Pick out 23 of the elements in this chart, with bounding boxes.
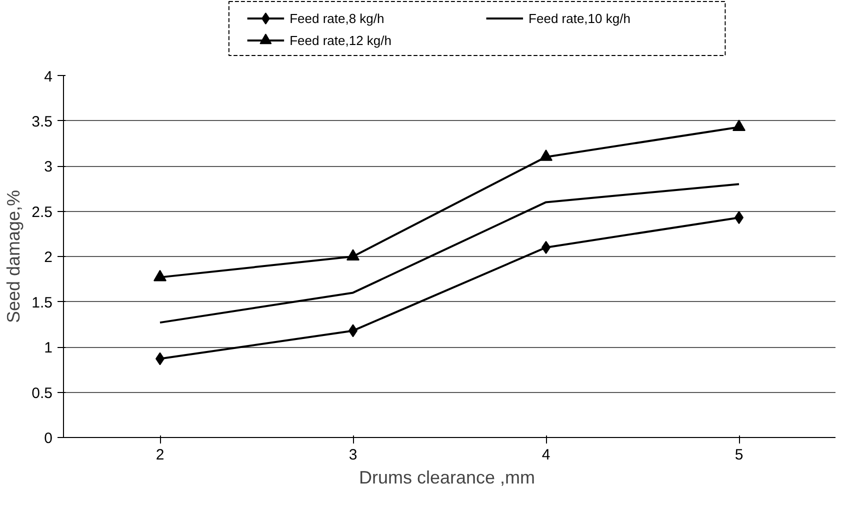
y-tick-label: 3	[44, 158, 52, 176]
y-tick-label: 2	[44, 249, 52, 266]
y-tick-label: 2.5	[32, 204, 53, 221]
y-tick-label: 0.5	[32, 384, 53, 402]
x-axis-title: Drums clearance ,mm	[358, 468, 536, 488]
point	[540, 150, 552, 161]
line-series	[159, 183, 740, 324]
y-tick-label: 1	[44, 340, 52, 356]
legend-label: Feed rate,10 kg/h	[528, 11, 630, 26]
legend-label: Feed rate,12 kg/h	[290, 33, 392, 48]
point	[154, 270, 166, 282]
legend-label: Feed rate,8 kg/h	[290, 11, 384, 26]
x-tick-label: 2	[156, 446, 164, 464]
x-tick-label: 4	[542, 446, 550, 464]
x-tick-label: 3	[348, 446, 358, 464]
point	[732, 120, 746, 132]
y-tick-label: 3.5	[32, 113, 53, 130]
x-tick-label: 5	[734, 446, 744, 464]
y-tick-label: 4	[44, 68, 52, 86]
y-axis-title: Seed damage,%	[4, 190, 24, 324]
y-tick-label: 1.5	[32, 294, 53, 312]
y-tick-label: 0	[44, 430, 52, 447]
point	[346, 249, 360, 260]
